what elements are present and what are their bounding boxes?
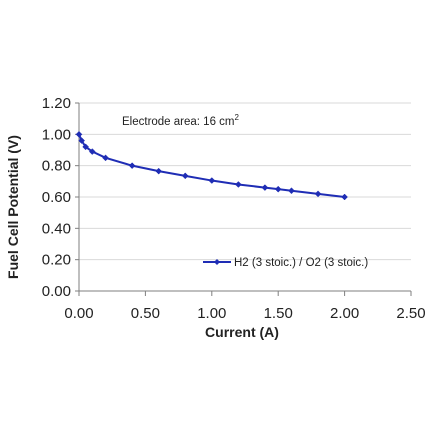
x-tick-label: 0.00 — [64, 305, 93, 322]
data-point-marker — [181, 172, 189, 180]
data-point-marker — [274, 185, 282, 193]
data-point-marker — [78, 137, 86, 144]
data-point-marker — [288, 187, 295, 195]
y-tick-label: 0.80 — [42, 158, 71, 175]
x-tick-label: 1.50 — [264, 305, 293, 322]
data-point-marker — [261, 184, 269, 191]
legend: H2 (3 stoic.) / O2 (3 stoic.) — [203, 257, 368, 269]
data-point-marker — [314, 190, 322, 198]
data-point-marker — [75, 130, 83, 138]
annotation-superscript: 2 — [235, 113, 240, 122]
x-tick-label: 2.00 — [330, 305, 359, 322]
legend-marker-swatch — [214, 259, 220, 265]
y-tick-label: 1.20 — [42, 95, 71, 112]
y-tick-label: 0.20 — [42, 252, 71, 269]
x-tick-label: 2.50 — [396, 305, 425, 322]
data-point-marker — [88, 148, 96, 155]
electrode-area-annotation: Electrode area: 16 cm2 — [122, 113, 240, 128]
ticks-layer: 0.00 0.20 0.40 0.60 0.80 1.00 1.20 0.00 0.50 1.00… — [42, 95, 426, 322]
x-axis-title: Current (A) — [205, 324, 279, 340]
y-axis-title: Fuel Cell Potential (V) — [5, 135, 21, 279]
data-point-marker — [208, 177, 216, 184]
y-tick-label: 0.00 — [42, 283, 71, 300]
data-point-marker — [155, 167, 163, 175]
data-point-marker — [128, 162, 136, 170]
data-point-marker — [82, 143, 89, 151]
y-tick-label: 0.40 — [42, 220, 71, 237]
series-layer — [75, 130, 348, 201]
annotation-text: Electrode area: 16 cm — [122, 116, 235, 128]
x-tick-label: 1.00 — [197, 305, 226, 322]
x-tick-label: 0.50 — [131, 305, 160, 322]
data-point-marker — [235, 181, 242, 188]
data-point-marker — [102, 154, 109, 162]
y-tick-label: 1.00 — [42, 126, 71, 143]
y-tick-label: 0.60 — [42, 189, 71, 206]
legend-label: H2 (3 stoic.) / O2 (3 stoic.) — [234, 257, 368, 269]
data-point-marker — [341, 193, 348, 201]
